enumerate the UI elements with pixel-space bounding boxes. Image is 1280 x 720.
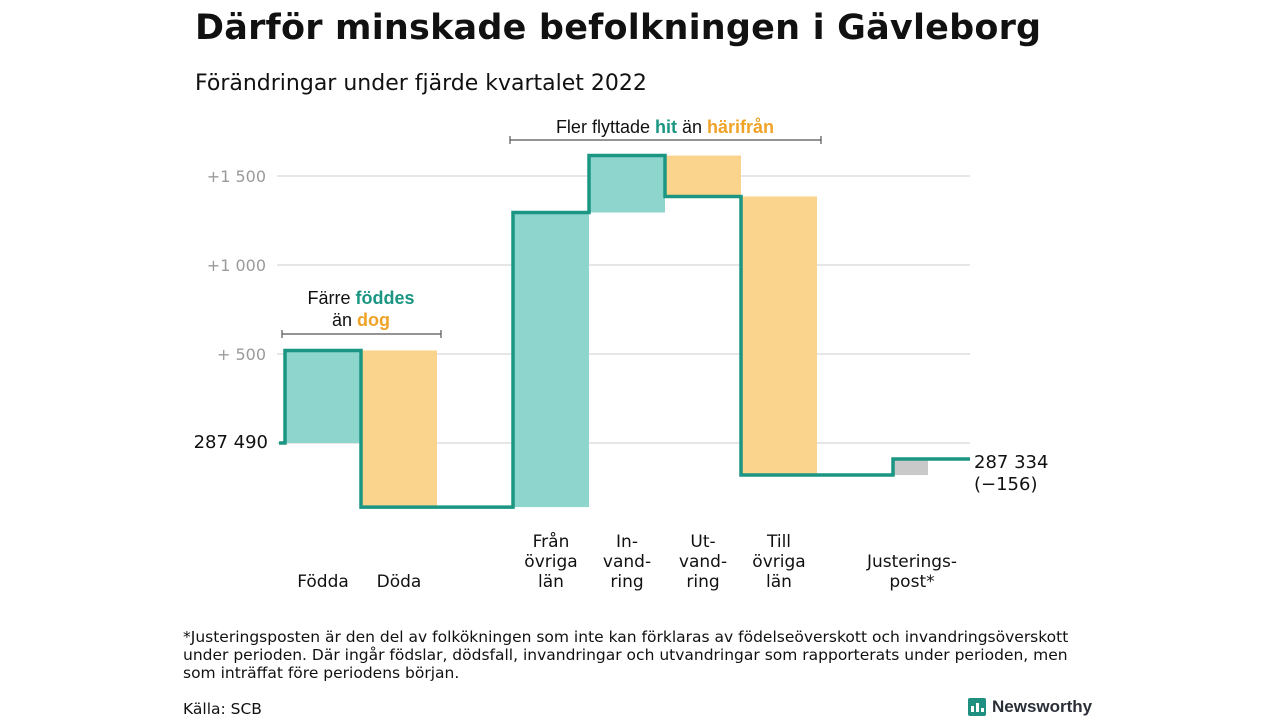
waterfall-chart: +1 500 +1 000 + 500 287 490 287 334(−156) Fö… [194, 117, 1049, 592]
annotation-text: än [332, 310, 357, 330]
bar-decrease [361, 350, 437, 508]
bar-increase [285, 350, 361, 443]
x-category-label: vand- [603, 552, 651, 572]
chart-subtitle: Förändringar under fjärde kvartalet 2022 [195, 71, 647, 96]
x-category-label: In- [616, 532, 638, 552]
y-tick-label: + 500 [217, 345, 266, 364]
x-category-label: övriga [524, 552, 577, 572]
annotation-text: än [677, 117, 707, 137]
x-category-label: övriga [752, 552, 805, 572]
grid-layer: +1 500 +1 000 + 500 [207, 167, 970, 444]
bar-adjustment [893, 459, 928, 476]
x-category-label: post* [889, 572, 934, 592]
annotation-text: Fler flyttade [556, 117, 655, 137]
y-tick-label: +1 000 [207, 256, 266, 275]
brand: Newsworthy [968, 697, 1092, 717]
x-category-label: ring [686, 572, 719, 592]
brand-name: Newsworthy [992, 697, 1093, 716]
cumulative-step-line [279, 153, 970, 509]
annotation-highlight-orange: härifrån [707, 117, 774, 137]
chart-title: Därför minskade befolkningen i Gävleborg [195, 8, 1042, 48]
bar-increase [513, 212, 589, 508]
annotation-text: Färre [307, 288, 355, 308]
end-change-label: (−156) [974, 474, 1037, 495]
x-category-label: Från [533, 531, 570, 552]
footnote: *Justeringsposten är den del av folkökni… [183, 628, 1069, 682]
x-category-label: ring [610, 572, 643, 592]
x-category-label: Till [766, 532, 791, 552]
x-category-label: Justerings- [866, 552, 957, 572]
y-tick-label: +1 500 [207, 167, 266, 186]
x-category-label: län [538, 572, 564, 592]
line-layer [279, 153, 970, 509]
end-value-label: 287 334 [974, 452, 1048, 473]
births-annotation-line1: Färre föddes [307, 288, 414, 308]
annotation-highlight-teal: hit [655, 117, 677, 137]
annotation-highlight-orange: dog [357, 310, 390, 330]
bar-increase [589, 155, 665, 213]
bar-decrease [665, 155, 741, 197]
annotation-highlight-teal: föddes [356, 288, 415, 308]
x-category-label: Ut- [690, 532, 715, 552]
x-category-label: län [766, 572, 792, 592]
births-annotation-line2: än dog [332, 310, 390, 330]
x-category-label: Döda [377, 572, 422, 592]
x-category-label: Födda [297, 572, 349, 592]
migration-annotation: Fler flyttade hit än härifrån [556, 117, 774, 137]
bar-decrease [741, 196, 817, 476]
x-category-label: vand- [679, 552, 727, 572]
source-label: Källa: SCB [183, 700, 262, 718]
bar-layer [285, 155, 928, 508]
start-value-label: 287 490 [194, 432, 268, 453]
newsworthy-logo-icon [968, 698, 986, 716]
